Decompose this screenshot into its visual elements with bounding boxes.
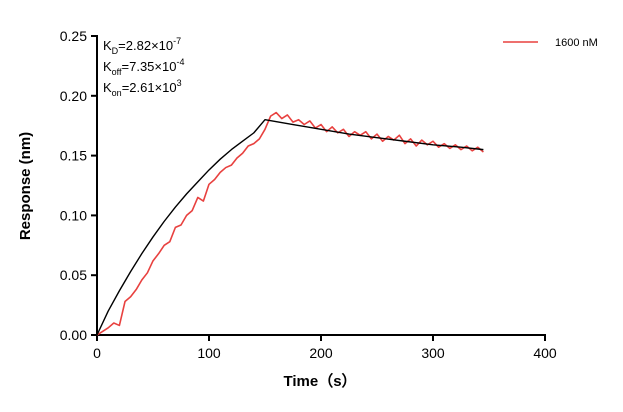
annotation-subscript: off bbox=[112, 67, 122, 77]
annotation: Kon=2.61×103 bbox=[103, 78, 182, 98]
x-axis-label: Time（s） bbox=[283, 372, 356, 390]
y-tick-label: 0.25 bbox=[60, 28, 87, 44]
data-line bbox=[96, 111, 484, 336]
annotation-superscript: -7 bbox=[173, 36, 181, 46]
y-tick-label: 0.20 bbox=[60, 88, 87, 104]
x-tick-label: 200 bbox=[309, 345, 333, 361]
annotation-subscript: on bbox=[112, 88, 122, 98]
y-tick-label: 0.00 bbox=[60, 327, 87, 343]
x-tick-label: 100 bbox=[197, 345, 221, 361]
annotation: KD=2.82×10-7 bbox=[103, 36, 181, 56]
annotation-subscript: D bbox=[112, 46, 119, 56]
fit-line bbox=[96, 119, 484, 336]
annotation-superscript: -4 bbox=[176, 57, 184, 67]
y-tick-label: 0.10 bbox=[60, 207, 87, 223]
x-tick-label: 0 bbox=[93, 345, 101, 361]
y-tick-label: 0.05 bbox=[60, 267, 87, 283]
annotation-text: =2.61×10 bbox=[122, 80, 177, 95]
annotation-text: =7.35×10 bbox=[122, 59, 177, 74]
annotation-symbol: K bbox=[103, 80, 112, 95]
annotation-symbol: K bbox=[103, 38, 112, 53]
annotation-text: =2.82×10 bbox=[118, 38, 173, 53]
annotation: Koff=7.35×10-4 bbox=[103, 57, 184, 77]
legend-label: 1600 nM bbox=[555, 37, 598, 49]
y-axis-label: Response (nm) bbox=[17, 132, 34, 240]
x-tick-label: 400 bbox=[533, 345, 557, 361]
annotation-symbol: K bbox=[103, 59, 112, 74]
y-tick-label: 0.15 bbox=[60, 148, 87, 164]
annotation-superscript: 3 bbox=[177, 78, 182, 88]
x-tick-label: 300 bbox=[421, 345, 445, 361]
